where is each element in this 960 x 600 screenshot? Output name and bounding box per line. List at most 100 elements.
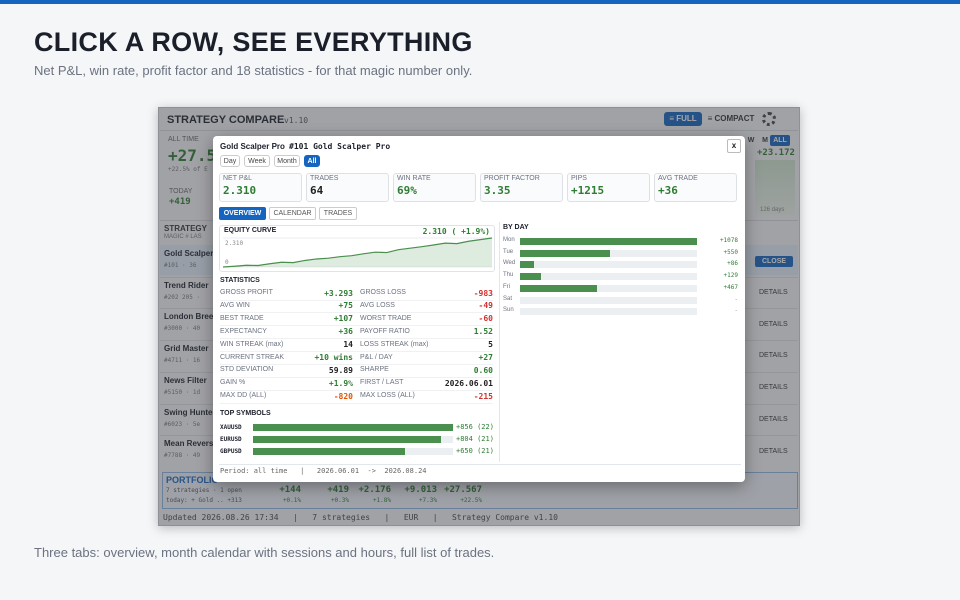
row-sub: #6023 · 5e — [164, 420, 201, 428]
kpi-card — [393, 173, 476, 202]
day-label: +1078 — [719, 237, 738, 244]
day-name: Thu — [503, 272, 514, 279]
portfolio-pct: +0.3% — [330, 497, 349, 504]
day-bar — [520, 249, 611, 257]
stat-line — [220, 376, 493, 378]
portfolio-pct: +1.8% — [372, 497, 391, 504]
portfolio-value: +419 — [327, 485, 349, 495]
day-bar — [520, 238, 697, 245]
close-x[interactable]: x — [727, 139, 741, 153]
details-button[interactable]: DETAILS — [759, 352, 788, 360]
details-button[interactable]: DETAILS — [759, 447, 788, 455]
row-name[interactable]: Mean Revers — [164, 439, 214, 449]
period-tab[interactable]: Week — [244, 155, 270, 167]
mini-area — [755, 160, 795, 215]
stat-line — [220, 338, 493, 340]
symbol-name: XAUUSD — [220, 424, 242, 431]
day-label: +86 — [727, 260, 738, 268]
view-tab[interactable]: CALENDAR — [269, 207, 316, 220]
close-button[interactable]: CLOSE — [755, 256, 793, 267]
stat-line — [220, 402, 493, 404]
stat-label: GAIN % — [220, 379, 246, 387]
stat-value: +107 — [333, 314, 353, 324]
period-tab[interactable]: Month — [274, 155, 300, 167]
period-tab[interactable]: All — [304, 155, 320, 167]
settings-icon[interactable] — [762, 112, 776, 126]
big-value: +27.5 — [168, 146, 217, 165]
stat-value: 0.60 — [473, 365, 493, 375]
label: MAGIC # LAS — [164, 234, 202, 240]
kpi-label: PIPS — [571, 175, 587, 182]
stat-value: 1.52 — [473, 327, 493, 337]
bar-track — [520, 284, 697, 292]
stat-value: +27 — [478, 353, 493, 362]
stat-value: -215 — [473, 391, 493, 401]
stat-value: 2026.06.01 — [444, 378, 493, 388]
label: +22.5% of E — [168, 166, 208, 173]
details-button[interactable]: DETAILS — [759, 289, 788, 296]
stat-label: FIRST / LAST — [360, 379, 404, 387]
kpi-card — [219, 173, 302, 202]
divider — [160, 130, 798, 131]
stat-label: WORST TRADE — [360, 314, 412, 322]
view-tab[interactable]: TRADES — [319, 207, 357, 220]
row-name[interactable]: London Bree — [164, 312, 214, 322]
stat-value: 14 — [343, 340, 353, 350]
portfolio-pct: +0.1% — [282, 497, 301, 504]
symbol-bar — [253, 448, 405, 455]
portfolio-value: +27.567 — [444, 485, 482, 495]
kpi-card — [654, 173, 737, 202]
value: +419 — [169, 197, 191, 207]
period-button[interactable]: W — [747, 137, 755, 144]
stat-value: -820 — [333, 391, 353, 401]
kpi-label: TRADES — [310, 175, 339, 182]
modal-footer-line — [219, 464, 741, 465]
symbol-bar — [253, 424, 453, 431]
stat-label: AVG LOSS — [360, 301, 395, 309]
stat-label: GROSS LOSS — [360, 289, 406, 296]
symbol-label: +856 (22) — [456, 423, 494, 431]
y-tick-label: 0 — [225, 259, 229, 266]
details-button[interactable]: DETAILS — [759, 384, 788, 392]
row-name[interactable]: Gold Scalper — [164, 249, 214, 258]
label: ALL TIME — [168, 136, 199, 143]
details-button[interactable]: DETAILS — [759, 320, 788, 328]
row-sub: #5150 · 1d — [164, 388, 201, 396]
stat-label: PAYOFF RATIO — [360, 327, 410, 335]
symbol-bar — [253, 436, 441, 443]
stat-line — [220, 351, 493, 353]
row-name[interactable]: Trend Rider — [164, 280, 209, 290]
day-label: +129 — [723, 272, 738, 280]
day-name: Sat — [503, 295, 513, 302]
stat-value: +75 — [338, 301, 353, 311]
portfolio-sub: today: + Gold .. +313 — [166, 497, 242, 504]
row-name[interactable]: News Filter — [164, 375, 207, 385]
row-sub: #7788 · 49 — [164, 452, 201, 460]
stat-value: +3.293 — [324, 288, 353, 298]
kpi-label: AVG TRADE — [658, 175, 698, 182]
period-button[interactable]: ALL — [770, 135, 790, 146]
period-tab[interactable]: Day — [220, 155, 240, 167]
modal-footer: Period: all time | 2026.06.01 -> 2026.08… — [220, 467, 427, 475]
view-button[interactable]: ≡ FULL — [664, 112, 702, 126]
row-name[interactable]: Swing Hunte — [164, 407, 213, 417]
day-bar — [520, 261, 535, 269]
bar-track — [520, 261, 697, 269]
kpi-value: 2.310 — [223, 184, 257, 197]
view-button[interactable]: ≡ COMPACT — [707, 114, 755, 123]
row-name[interactable]: Grid Master — [164, 344, 209, 354]
kpi-label: WIN RATE — [397, 175, 431, 182]
period-button[interactable]: M — [762, 137, 768, 144]
row-sub: #101 · 36 — [164, 262, 197, 269]
stat-label: BEST TRADE — [220, 314, 264, 322]
stat-label: STD DEVIATION — [220, 366, 274, 374]
stat-label: EXPECTANCY — [220, 327, 267, 335]
symbol-label: +804 (21) — [456, 435, 494, 443]
day-label: +467 — [723, 283, 738, 291]
section-title: BY DAY — [503, 224, 529, 231]
details-button[interactable]: DETAILS — [759, 415, 788, 423]
view-tab[interactable]: OVERVIEW — [219, 207, 266, 220]
kpi-value: +36 — [658, 184, 678, 197]
stat-label: SHARPE — [360, 366, 389, 374]
kpi-card — [480, 173, 563, 202]
